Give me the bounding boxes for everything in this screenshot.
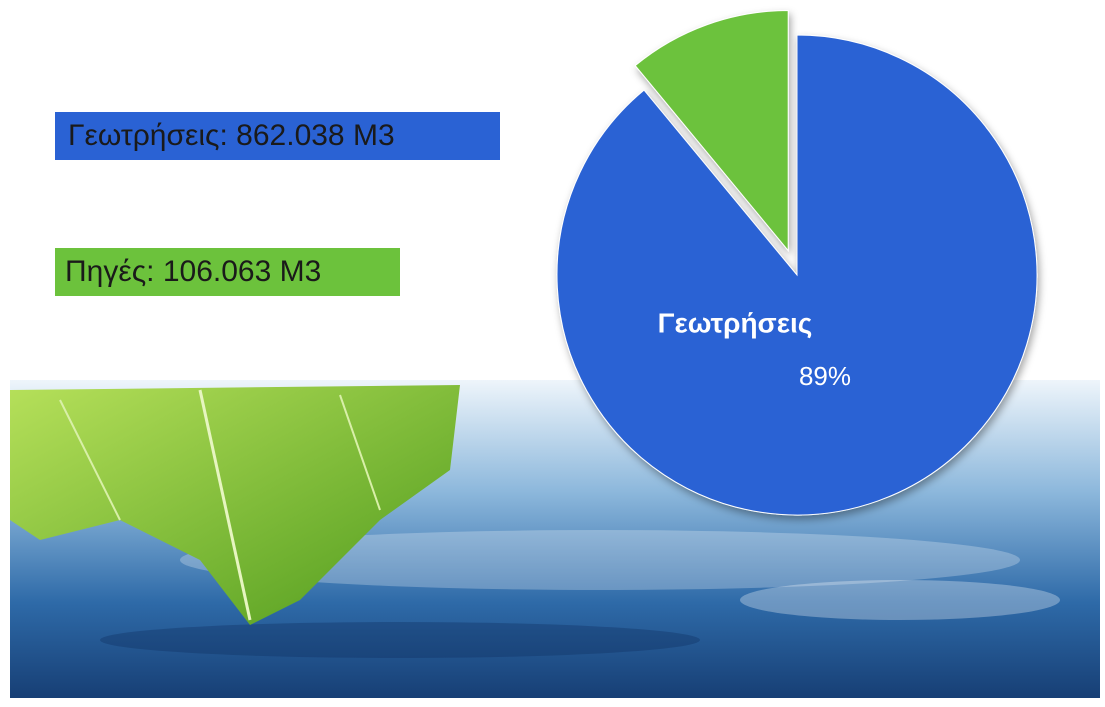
slice-value-label: 89% [799,361,851,391]
pie-slice [634,10,789,252]
slice-label: Γεωτρήσεις [658,307,813,338]
annotation-box [55,112,500,160]
annotation: Γεωτρήσεις: 862.038 M3 [68,119,395,152]
legend-boxes: Γεωτρήσεις: 862.038 M3 Πηγές: 106.063 M3 [55,112,500,296]
annotation: Πηγές: 106.063 M3 [65,255,321,288]
pie-slice [556,34,1038,516]
annotation-box [55,248,400,296]
